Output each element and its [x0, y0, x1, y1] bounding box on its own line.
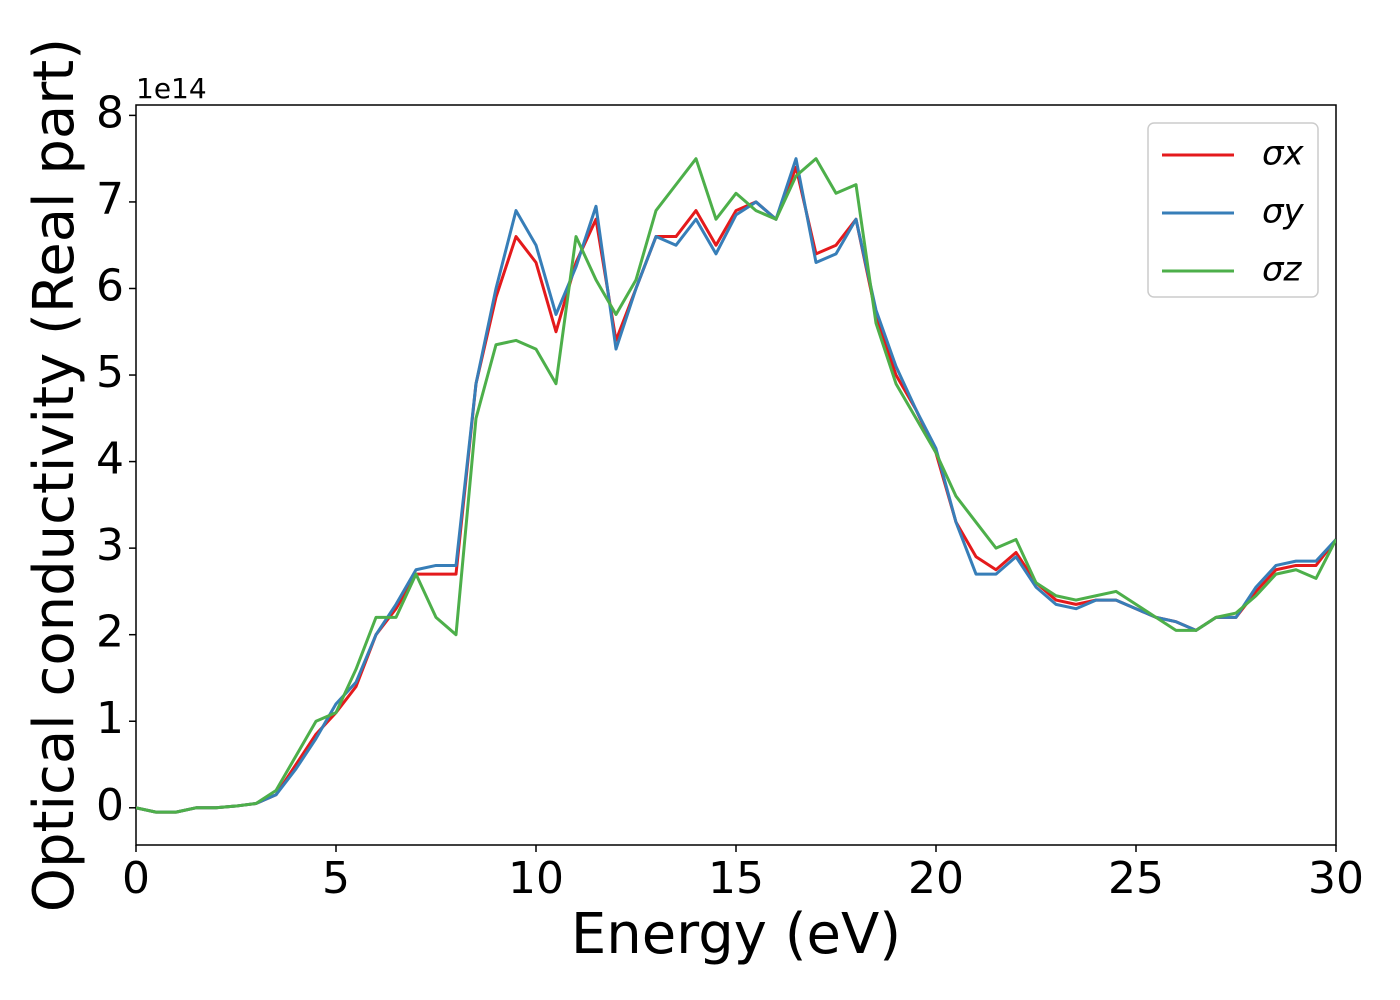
x-tick-label: 10	[508, 853, 564, 904]
legend-label: σy	[1262, 192, 1305, 232]
x-axis-label: Energy (eV)	[571, 902, 901, 967]
x-tick-label: 5	[322, 853, 350, 904]
y-axis-label: Optical conductivity (Real part)	[22, 38, 87, 912]
x-tick-label: 25	[1108, 853, 1164, 904]
x-tick-label: 15	[708, 853, 764, 904]
y-tick-label: 5	[96, 347, 124, 398]
series-line	[136, 157, 1336, 814]
x-tick-label: 20	[908, 853, 964, 904]
y-offset-label: 1e14	[136, 72, 207, 105]
legend-label: σz	[1262, 250, 1303, 290]
y-tick-label: 2	[96, 607, 124, 658]
series-line	[136, 157, 1336, 814]
y-tick-label: 0	[96, 780, 124, 831]
y-tick-label: 3	[96, 520, 124, 571]
x-tick-label: 0	[122, 853, 150, 904]
y-tick-label: 8	[96, 87, 124, 138]
legend-label: σx	[1262, 134, 1305, 174]
legend-box	[1147, 122, 1319, 298]
y-tick-label: 6	[96, 260, 124, 311]
x-tick-label: 30	[1308, 853, 1364, 904]
y-tick-label: 1	[96, 693, 124, 744]
y-tick-label: 7	[96, 174, 124, 225]
y-tick-label: 4	[96, 434, 124, 485]
